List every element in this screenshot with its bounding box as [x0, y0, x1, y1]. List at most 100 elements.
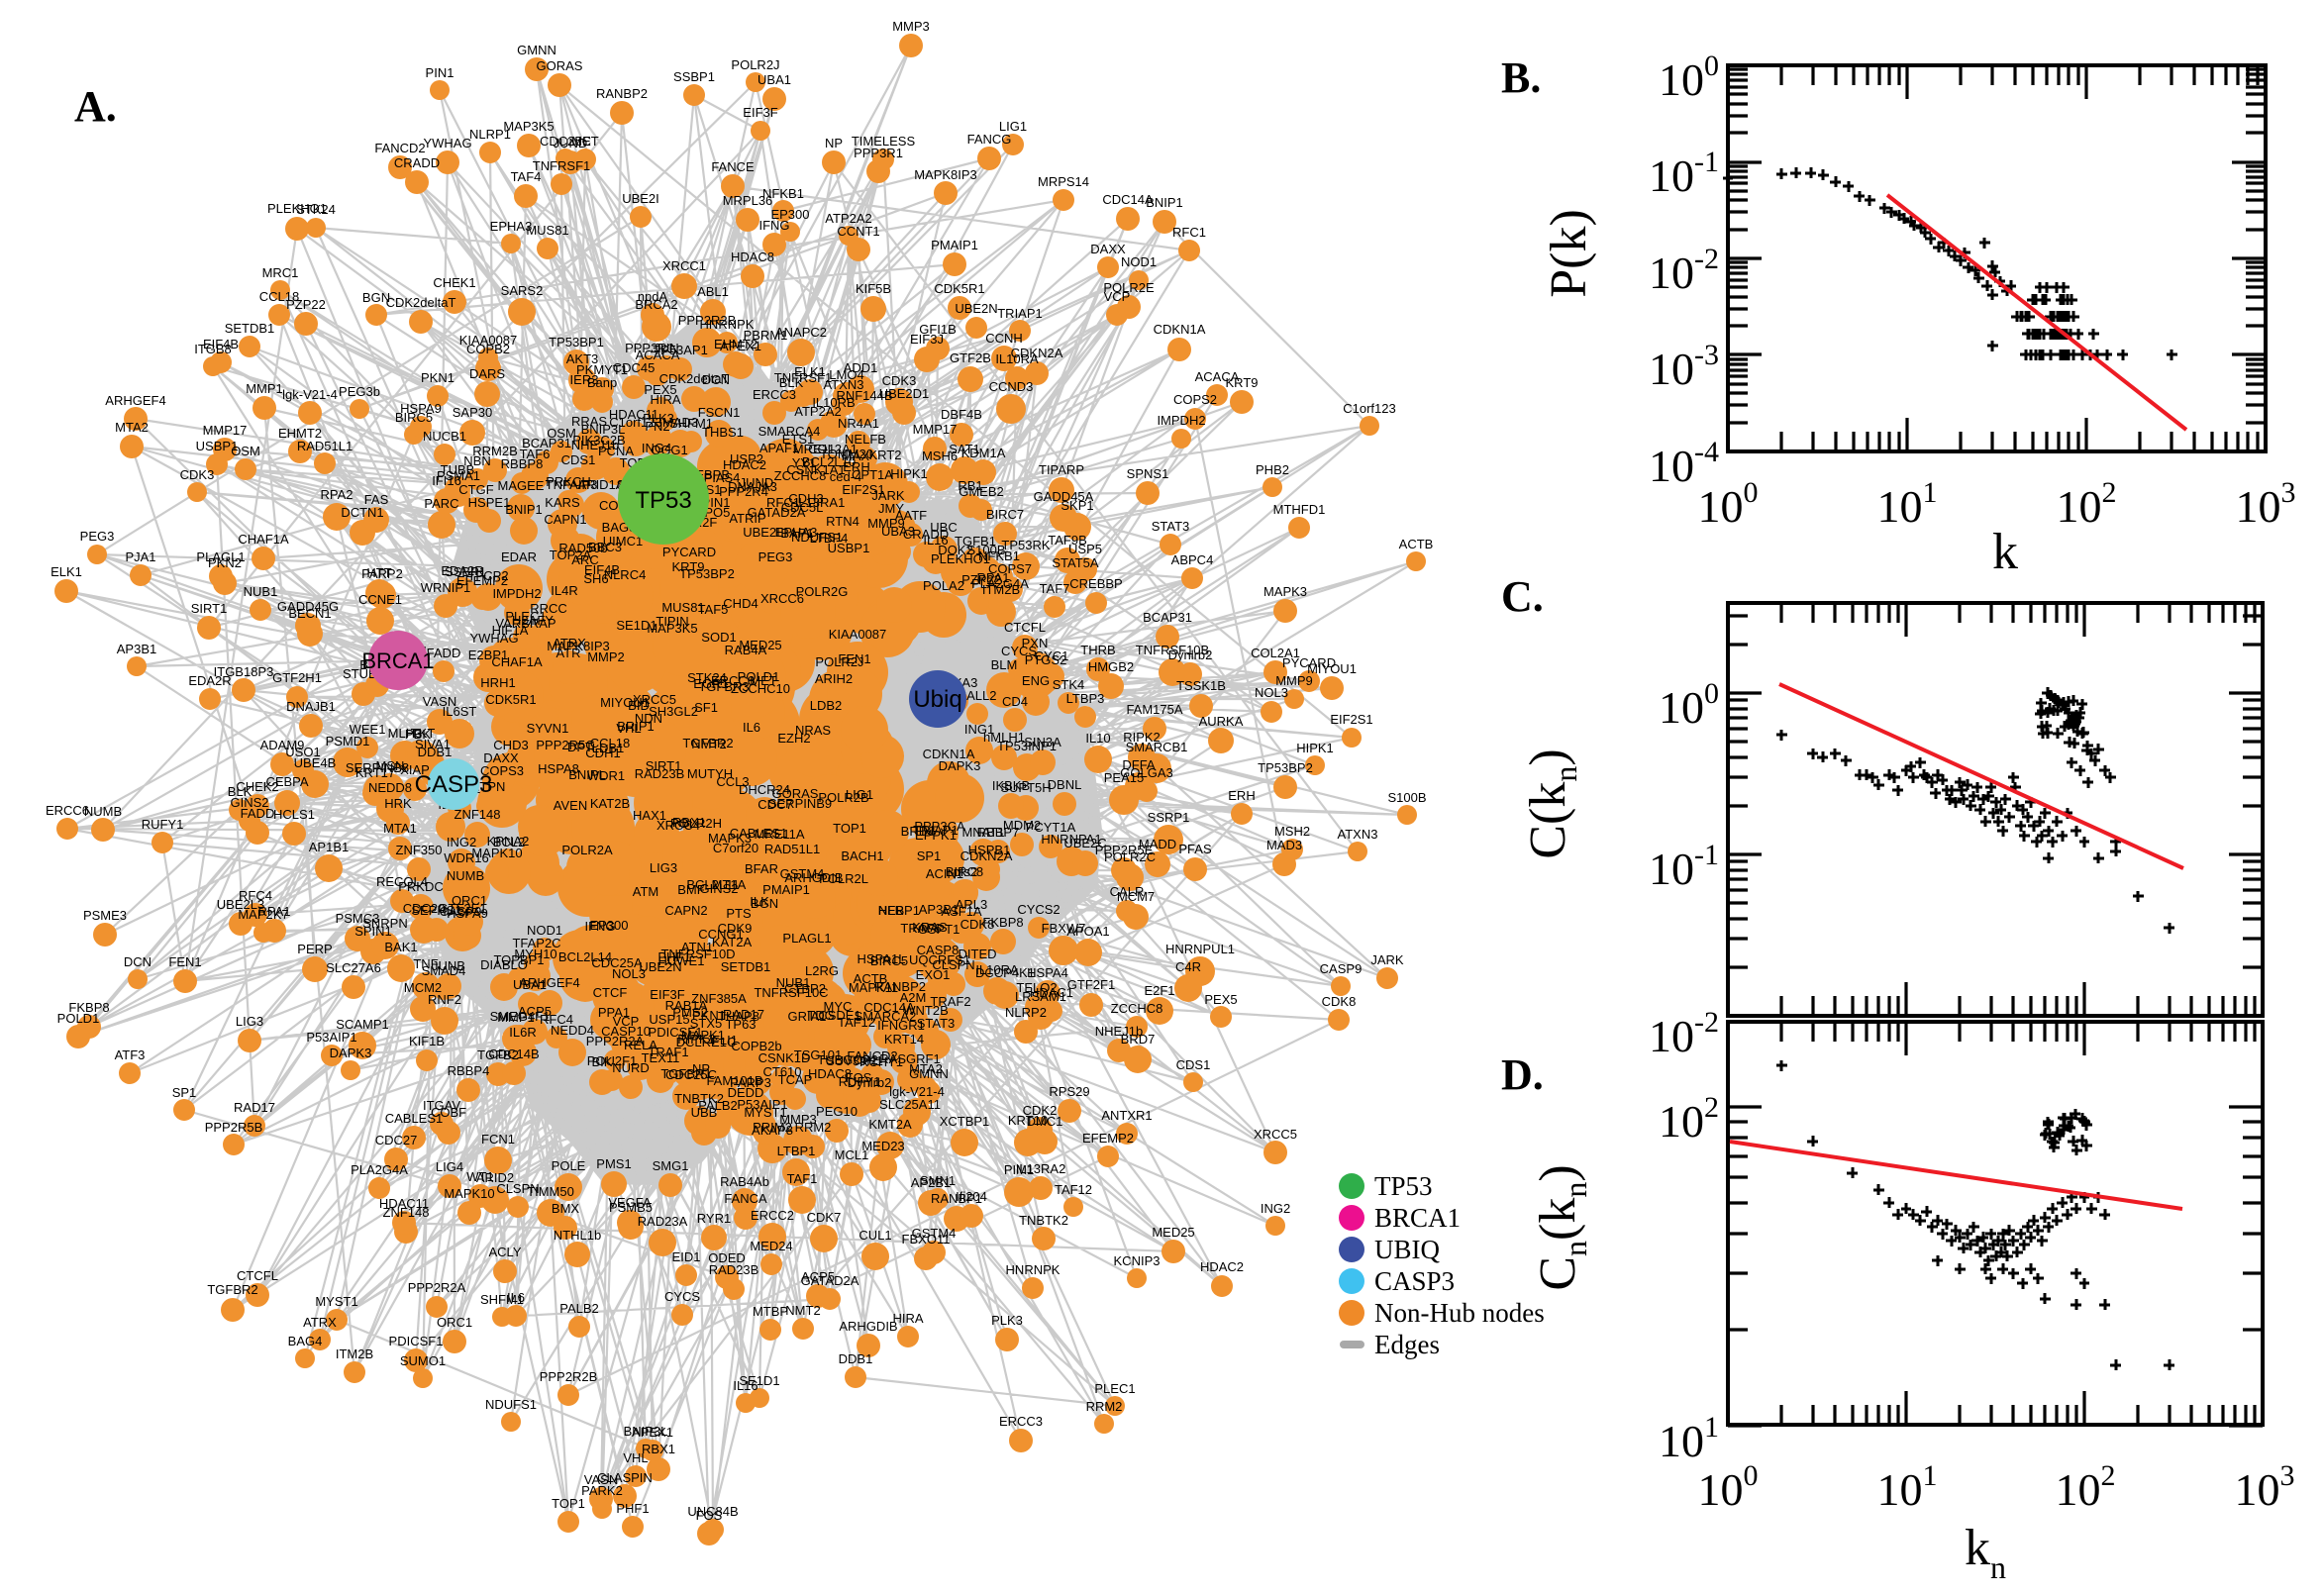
svg-text:TNFRSF1: TNFRSF1	[774, 370, 833, 385]
svg-text:NLRP1: NLRP1	[469, 127, 511, 142]
svg-text:XRCC6: XRCC6	[760, 591, 804, 606]
svg-text:SMAD4: SMAD4	[422, 963, 466, 978]
svg-text:RRM2: RRM2	[795, 1120, 832, 1135]
svg-text:HMGB2: HMGB2	[1088, 659, 1134, 674]
svg-text:ERH: ERH	[843, 459, 869, 474]
svg-text:NP: NP	[692, 1061, 710, 1076]
svg-text:BMF: BMF	[677, 882, 705, 897]
svg-text:ADAM9: ADAM9	[260, 738, 305, 752]
svg-text:MAP3K5: MAP3K5	[647, 621, 697, 636]
svg-text:PLK3: PLK3	[991, 1313, 1023, 1328]
svg-text:HIPK1: HIPK1	[890, 466, 928, 481]
svg-text:TELO2: TELO2	[1016, 980, 1057, 995]
svg-text:SMG1: SMG1	[653, 1158, 689, 1173]
svg-text:MAPK3: MAPK3	[708, 831, 752, 846]
svg-text:LIG1: LIG1	[999, 119, 1027, 134]
svg-text:PEG3b: PEG3b	[339, 384, 380, 399]
svg-text:ZCCHC8: ZCCHC8	[774, 468, 827, 483]
svg-text:UBA1: UBA1	[513, 977, 547, 992]
svg-text:TAF12: TAF12	[838, 1015, 875, 1030]
svg-text:PHF1: PHF1	[616, 1501, 649, 1516]
svg-text:PJA1: PJA1	[125, 549, 155, 564]
svg-text:PPA1: PPA1	[598, 1005, 630, 1020]
svg-text:CD4: CD4	[1002, 694, 1028, 709]
svg-text:PZP22: PZP22	[961, 572, 1001, 587]
svg-text:MMP17: MMP17	[203, 423, 248, 438]
svg-text:STX5: STX5	[690, 1016, 723, 1031]
svg-text:PPP2R4: PPP2R4	[719, 484, 768, 499]
svg-text:KDM1A: KDM1A	[961, 446, 1006, 460]
svg-text:VARBRAP: VARBRAP	[495, 616, 556, 631]
svg-text:MMP1: MMP1	[497, 1010, 535, 1025]
svg-text:POLR2L: POLR2L	[819, 871, 868, 886]
svg-text:lgk-V21-4: lgk-V21-4	[889, 1084, 945, 1099]
svg-text:CAPN1: CAPN1	[544, 512, 586, 527]
svg-text:ARID2: ARID2	[476, 1170, 514, 1185]
svg-text:CYCS: CYCS	[664, 1289, 700, 1304]
svg-text:TAF9B: TAF9B	[1048, 533, 1087, 548]
svg-text:HDAC8: HDAC8	[731, 249, 774, 264]
svg-text:GADD45A: GADD45A	[1034, 489, 1094, 504]
svg-text:UBE2L3: UBE2L3	[217, 897, 264, 912]
svg-text:CABLES1: CABLES1	[730, 826, 788, 841]
svg-text:SYVN1: SYVN1	[527, 721, 569, 736]
svg-text:C.: C.	[1501, 572, 1544, 621]
svg-text:DIABLO: DIABLO	[480, 957, 528, 972]
svg-text:CDC45: CDC45	[613, 360, 656, 375]
svg-text:XIAP: XIAP	[400, 762, 430, 777]
svg-text:RANBP1: RANBP1	[931, 1191, 982, 1206]
svg-text:DITED: DITED	[959, 947, 997, 961]
svg-text:GADD45G: GADD45G	[277, 599, 339, 614]
svg-text:SAT1: SAT1	[949, 442, 980, 456]
svg-text:CDK8: CDK8	[1322, 994, 1357, 1009]
svg-text:VEGFA: VEGFA	[608, 1195, 652, 1210]
svg-text:WEE1: WEE1	[350, 722, 386, 737]
svg-text:PPP2R2A: PPP2R2A	[586, 1034, 645, 1048]
svg-text:CLASPIN: CLASPIN	[597, 1470, 653, 1485]
svg-text:BRD8: BRD8	[901, 824, 936, 839]
svg-text:DOK2: DOK2	[938, 543, 972, 557]
svg-text:MUTYH: MUTYH	[687, 766, 733, 781]
svg-text:DCN: DCN	[702, 372, 730, 387]
svg-text:CDK2deltaT: CDK2deltaT	[386, 295, 456, 310]
svg-text:GORAS: GORAS	[772, 786, 819, 801]
svg-text:ARC: ARC	[571, 552, 598, 567]
svg-text:P53AIP1: P53AIP1	[737, 1097, 787, 1112]
svg-text:C7orf20: C7orf20	[713, 841, 758, 855]
svg-text:TNFRSF10B: TNFRSF10B	[1136, 643, 1209, 657]
svg-text:FKBP8: FKBP8	[68, 1000, 109, 1015]
svg-text:C(kn): C(kn)	[1520, 748, 1583, 858]
svg-text:NBN: NBN	[463, 453, 490, 468]
svg-text:NP: NP	[825, 136, 843, 150]
svg-text:MUS81: MUS81	[661, 600, 704, 615]
svg-text:BCL2L11: BCL2L11	[686, 877, 739, 892]
svg-text:GTF2B: GTF2B	[950, 350, 991, 365]
svg-text:CDK8: CDK8	[960, 917, 995, 932]
svg-text:PPP2R5C: PPP2R5C	[536, 738, 594, 752]
svg-text:TRAF2: TRAF2	[930, 994, 970, 1009]
svg-text:RAD23B: RAD23B	[709, 1262, 759, 1277]
svg-text:MDM2: MDM2	[1003, 818, 1041, 833]
svg-text:ZCCHC10: ZCCHC10	[731, 681, 790, 696]
svg-text:TOMM20: TOMM20	[820, 447, 873, 461]
svg-text:CASP10: CASP10	[601, 1024, 651, 1039]
svg-text:ANAPC2: ANAPC2	[775, 325, 827, 340]
svg-text:NEDD4: NEDD4	[551, 1023, 594, 1038]
svg-text:DFFA: DFFA	[1122, 757, 1156, 772]
svg-text:FOS: FOS	[696, 1508, 723, 1523]
svg-text:PRKDC: PRKDC	[398, 879, 444, 894]
svg-text:ELK1: ELK1	[794, 364, 826, 379]
svg-text:XRCC1: XRCC1	[662, 258, 706, 273]
svg-text:EHMT2: EHMT2	[714, 337, 758, 351]
svg-text:ASF1A: ASF1A	[941, 904, 982, 919]
svg-text:PPP2R2B: PPP2R2B	[540, 1369, 598, 1384]
svg-text:100: 100	[1659, 677, 1719, 733]
svg-text:SETDB1: SETDB1	[721, 959, 771, 974]
svg-text:TRIAP1: TRIAP1	[997, 306, 1043, 321]
svg-text:RANBP2: RANBP2	[874, 979, 926, 994]
svg-text:BAP1: BAP1	[780, 526, 813, 541]
svg-text:SUMO1: SUMO1	[400, 1353, 446, 1368]
svg-text:MAPK10: MAPK10	[444, 1186, 494, 1201]
svg-text:IFNGR1: IFNGR1	[877, 1018, 925, 1033]
svg-text:COL2A1: COL2A1	[1251, 646, 1300, 660]
